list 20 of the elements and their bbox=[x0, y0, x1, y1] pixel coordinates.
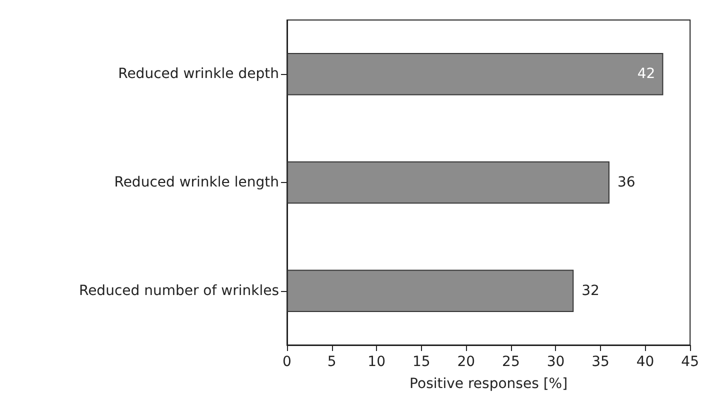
y-tick-label: Reduced wrinkle length bbox=[114, 174, 279, 190]
x-axis-title: Positive responses [%] bbox=[410, 376, 568, 392]
bar bbox=[287, 53, 664, 96]
y-tick-label: Reduced wrinkle depth bbox=[118, 66, 279, 82]
data-label: 36 bbox=[617, 174, 636, 190]
x-tick-label: 5 bbox=[327, 354, 336, 370]
x-tick-label: 30 bbox=[546, 354, 565, 370]
y-tick-label: Reduced number of wrinkles bbox=[78, 282, 279, 299]
bar bbox=[287, 270, 574, 312]
data-label: 42 bbox=[637, 66, 656, 82]
x-tick-label: 35 bbox=[592, 354, 610, 370]
x-tick-label: 25 bbox=[502, 354, 520, 370]
x-tick-label: 0 bbox=[282, 354, 292, 370]
x-tick-label: 40 bbox=[636, 354, 654, 370]
x-tick-label: 15 bbox=[412, 354, 430, 370]
x-tick-label: 20 bbox=[457, 354, 476, 370]
x-tick-label: 10 bbox=[368, 354, 386, 370]
x-tick-label: 45 bbox=[681, 354, 700, 370]
bar bbox=[287, 161, 610, 204]
data-label: 32 bbox=[582, 282, 600, 299]
